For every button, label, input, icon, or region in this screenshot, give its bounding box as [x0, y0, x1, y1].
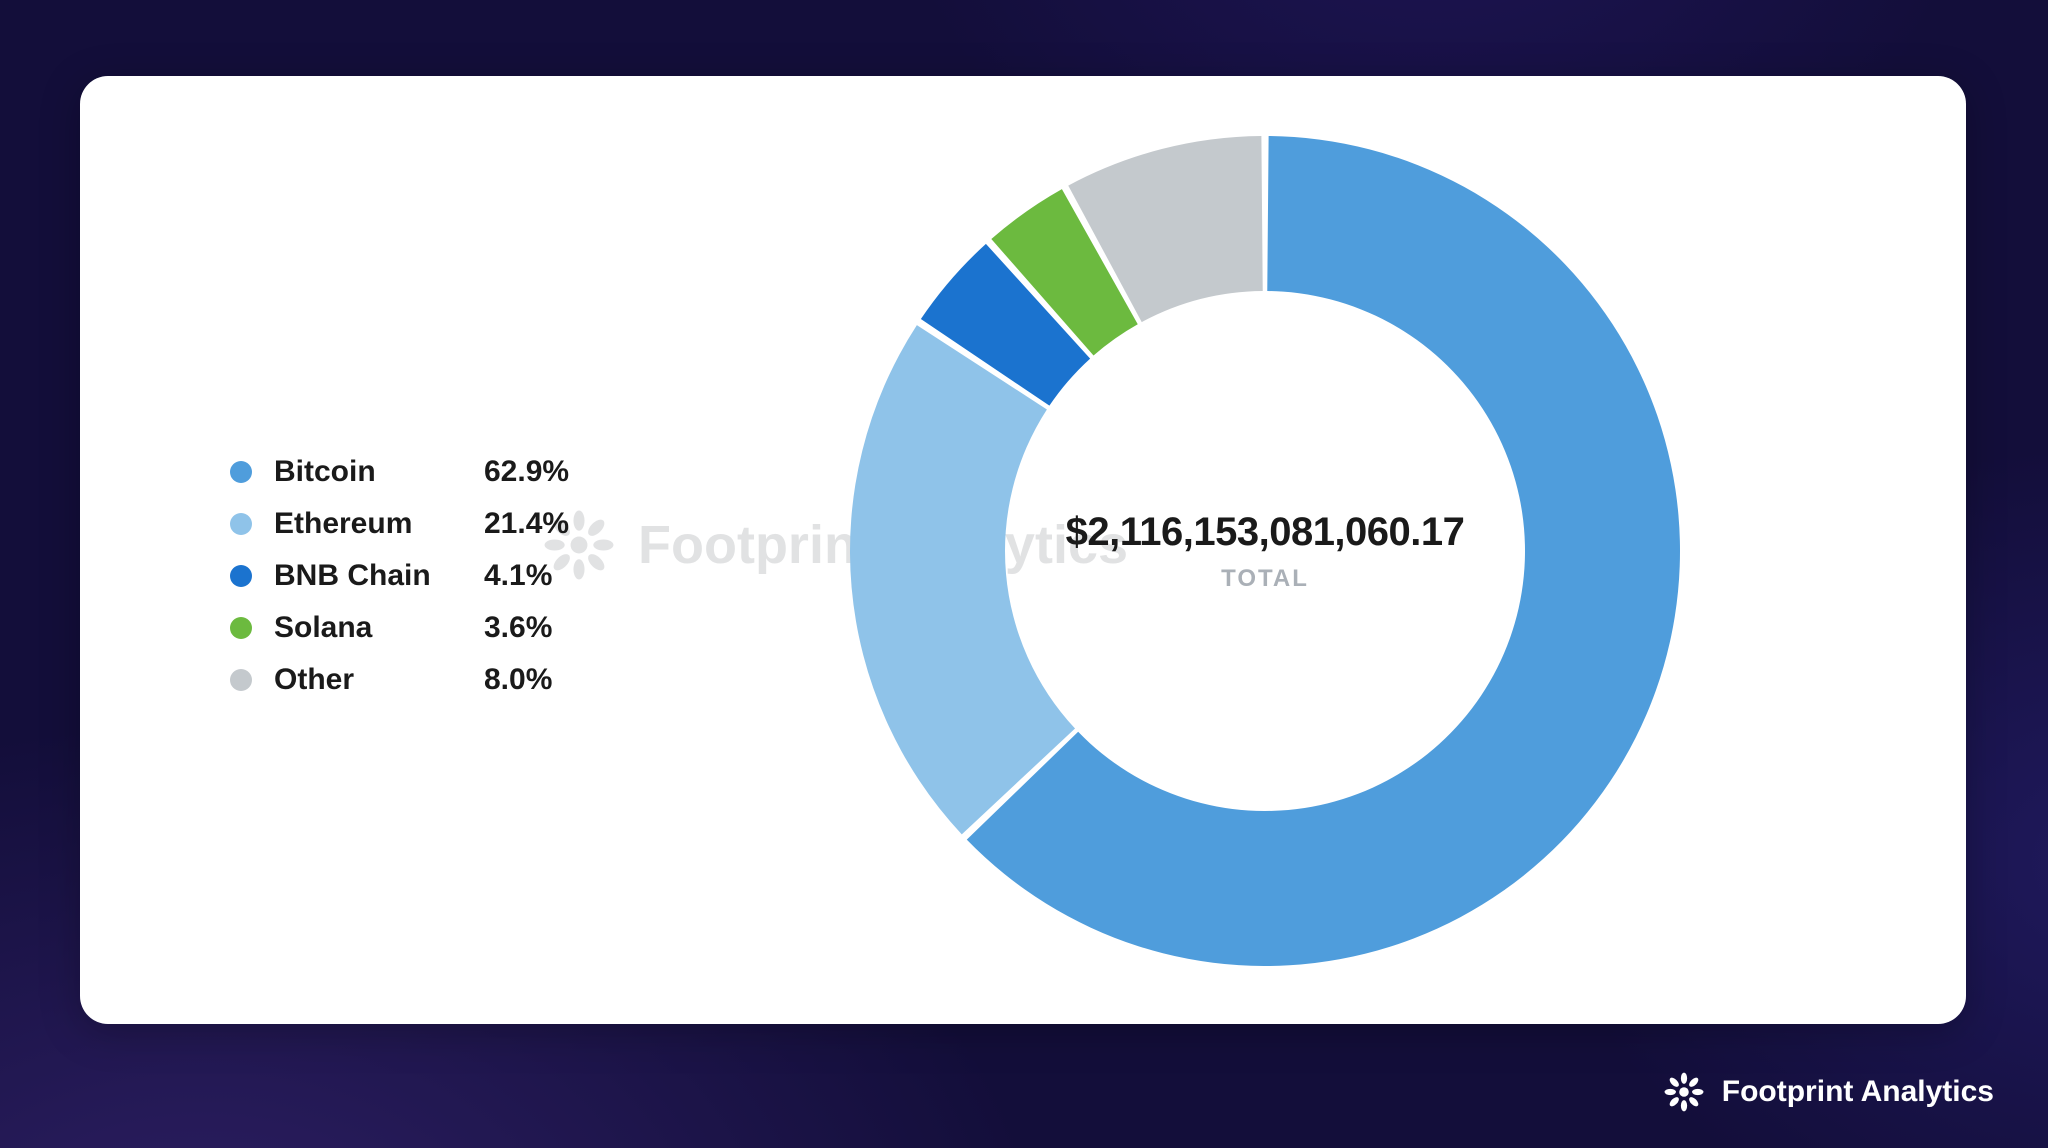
legend-value: 8.0%: [484, 663, 552, 697]
donut-chart: $2,116,153,081,060.17 TOTAL: [840, 126, 1690, 976]
legend-item[interactable]: Solana3.6%: [230, 602, 569, 654]
chart-card: Footprint Analytics Bitcoin62.9%Ethereum…: [80, 76, 1966, 1024]
legend-value: 4.1%: [484, 559, 552, 593]
legend-label: Other: [274, 663, 484, 697]
legend-item[interactable]: Bitcoin62.9%: [230, 446, 569, 498]
legend-label: BNB Chain: [274, 559, 484, 593]
brand-logo-icon: [1662, 1070, 1706, 1114]
legend-value: 3.6%: [484, 611, 552, 645]
legend-item[interactable]: Other8.0%: [230, 654, 569, 706]
legend-dot-icon: [230, 461, 252, 483]
legend-item[interactable]: BNB Chain4.1%: [230, 550, 569, 602]
legend-label: Bitcoin: [274, 455, 484, 489]
donut-svg: [840, 126, 1690, 976]
footer-brand-text: Footprint Analytics: [1722, 1075, 1994, 1109]
footer-brand: Footprint Analytics: [1662, 1070, 1994, 1114]
legend-dot-icon: [230, 513, 252, 535]
legend-label: Ethereum: [274, 507, 484, 541]
donut-slice[interactable]: [850, 325, 1075, 834]
legend-dot-icon: [230, 617, 252, 639]
legend-item[interactable]: Ethereum21.4%: [230, 498, 569, 550]
legend-dot-icon: [230, 565, 252, 587]
legend-value: 62.9%: [484, 455, 569, 489]
legend: Bitcoin62.9%Ethereum21.4%BNB Chain4.1%So…: [230, 446, 569, 706]
legend-value: 21.4%: [484, 507, 569, 541]
legend-dot-icon: [230, 669, 252, 691]
legend-label: Solana: [274, 611, 484, 645]
